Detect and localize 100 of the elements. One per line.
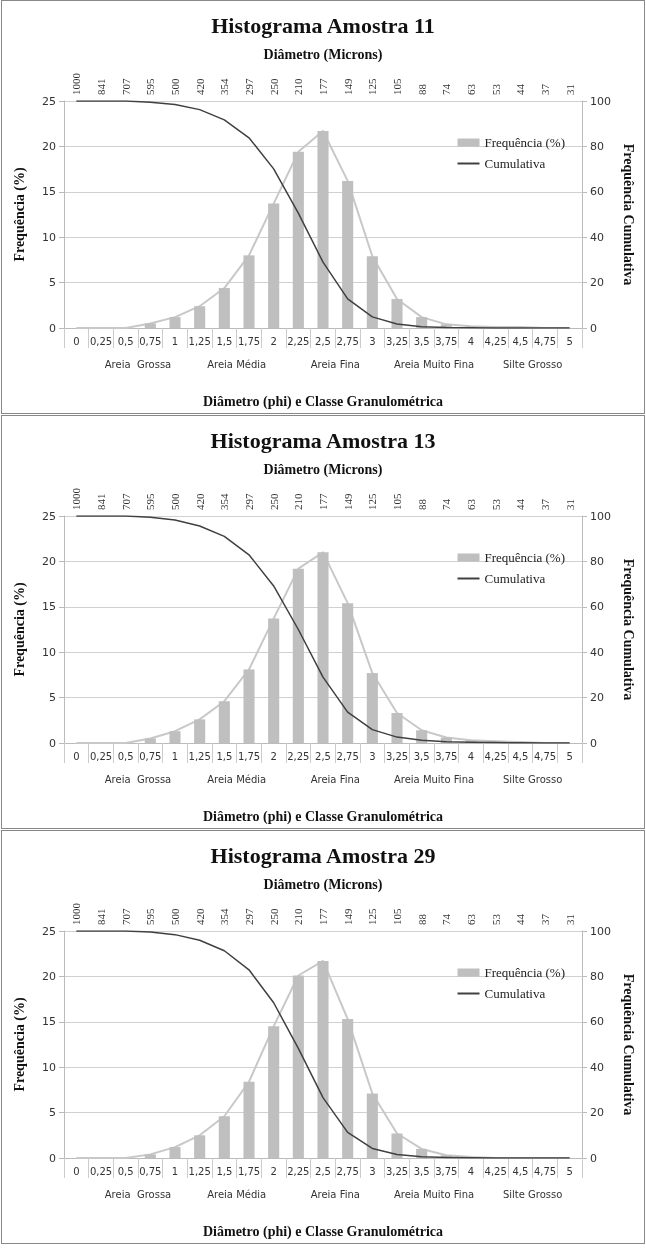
x-tick-label: 4,75 [533, 335, 557, 347]
text: 31 [563, 914, 576, 925]
text: 1000 [70, 487, 83, 510]
text: 63 [465, 913, 477, 925]
y-tick-label: 0 [49, 321, 56, 335]
y-tick-label: 0 [49, 1151, 56, 1165]
text: 125 [366, 78, 379, 95]
y-tick-label: 5 [49, 1106, 56, 1120]
y2-axis-title: Frequência Cumulativa [621, 973, 637, 1116]
text: 707 [119, 908, 132, 925]
x-tick-label: 0,75 [139, 335, 162, 347]
y2-tick-label: 0 [590, 736, 597, 750]
text: 354 [218, 908, 231, 925]
x-tick-label: 2 [270, 335, 277, 347]
text: 105 [391, 908, 403, 925]
text: 44 [514, 83, 527, 95]
chart-title: Histograma Amostra 29 [210, 842, 436, 868]
y-tick-label: 20 [42, 969, 56, 983]
text: 53 [489, 498, 502, 510]
text: 250 [267, 78, 280, 95]
text: Areia Fina [310, 358, 360, 370]
x-tick-label: 3,25 [385, 335, 409, 347]
x-tick-label: 0,75 [139, 1165, 162, 1177]
legend-label: Cumulativa [484, 986, 546, 1001]
text: 841 [95, 908, 107, 925]
text: 354 [218, 493, 231, 510]
text: Areia Muito Fina [393, 1188, 475, 1200]
y-tick-label: 15 [42, 185, 56, 199]
y-tick-label: 20 [42, 139, 56, 153]
text: Areia Média [207, 773, 267, 785]
x2-axis-title: Diâmetro (Microns) [263, 46, 383, 63]
text: 595 [144, 493, 157, 510]
text: 149 [341, 78, 354, 95]
x-tick-label: 3,75 [435, 1165, 458, 1177]
x-tick-label: 1,75 [237, 750, 261, 762]
x-tick-label: 4,25 [484, 1165, 507, 1177]
x-tick-label: 3 [369, 750, 376, 762]
x-tick-label: 3,5 [413, 750, 430, 762]
y2-tick-label: 40 [590, 1060, 604, 1074]
x-tick-label: 4 [467, 335, 475, 347]
y-tick-label: 0 [49, 736, 56, 750]
text: 707 [119, 493, 132, 510]
x2-axis-title: Diâmetro (Microns) [263, 461, 383, 478]
text: 63 [465, 498, 477, 510]
x-tick-label: 1,25 [188, 1165, 211, 1177]
y-tick-label: 5 [49, 691, 56, 705]
x-tick-label: 0,25 [89, 1165, 113, 1177]
x-tick-label: 0,75 [139, 750, 162, 762]
text: 125 [366, 493, 379, 510]
text: 37 [539, 498, 551, 510]
y-tick-label: 10 [42, 645, 56, 659]
x-tick-label: 5 [566, 335, 573, 347]
x-tick-label: 1,5 [216, 750, 233, 762]
y-axis-title: Frequência (%) [11, 997, 28, 1092]
x-tick-label: 0,5 [117, 335, 134, 347]
text: Areia Grossa [104, 358, 172, 370]
text: 149 [341, 493, 354, 510]
legend-label: Cumulativa [484, 571, 546, 586]
text: 420 [193, 78, 206, 95]
text: 37 [539, 913, 551, 925]
text: 74 [440, 83, 453, 95]
y-tick-label: 5 [49, 276, 56, 290]
text: 149 [341, 908, 354, 925]
x-tick-label: 2,5 [315, 750, 331, 762]
text: Areia Muito Fina [393, 358, 475, 370]
y2-tick-label: 0 [590, 1151, 597, 1165]
text: 44 [514, 913, 527, 925]
y2-tick-label: 40 [590, 230, 604, 244]
text: 63 [465, 83, 477, 95]
x-tick-label: 1,75 [237, 1165, 261, 1177]
y-tick-label: 25 [42, 509, 56, 523]
x-tick-label: 0,25 [89, 335, 113, 347]
x-tick-label: 1,5 [216, 335, 233, 347]
x-tick-label: 0,5 [117, 1165, 134, 1177]
x-tick-label: 4 [467, 1165, 475, 1177]
y-tick-label: 15 [42, 600, 56, 614]
chart-title: Histograma Amostra 13 [210, 427, 436, 453]
x-tick-label: 3 [369, 1165, 376, 1177]
y2-tick-label: 80 [590, 969, 604, 983]
text: 420 [193, 908, 206, 925]
x-tick-label: 4,25 [484, 750, 507, 762]
x-tick-label: 4,75 [533, 1165, 557, 1177]
text: 105 [391, 78, 403, 95]
y2-tick-label: 60 [590, 600, 604, 614]
y-axis-title: Frequência (%) [11, 582, 28, 677]
y2-tick-label: 100 [590, 94, 611, 108]
text: 44 [514, 498, 527, 510]
x-tick-label: 2,25 [287, 335, 310, 347]
x-axis-title: Diâmetro (phi) e Classe Granulométrica [202, 808, 444, 825]
x-tick-label: 3,75 [435, 750, 458, 762]
text: 105 [391, 493, 403, 510]
y-tick-label: 15 [42, 1015, 56, 1029]
text: 500 [169, 908, 181, 925]
x-tick-label: 3 [369, 335, 376, 347]
text: 707 [119, 78, 132, 95]
x-tick-label: 4 [467, 750, 475, 762]
legend-label: Cumulativa [484, 156, 546, 171]
text: 88 [415, 83, 428, 95]
text: 125 [366, 908, 379, 925]
text: Areia Grossa [104, 1188, 172, 1200]
